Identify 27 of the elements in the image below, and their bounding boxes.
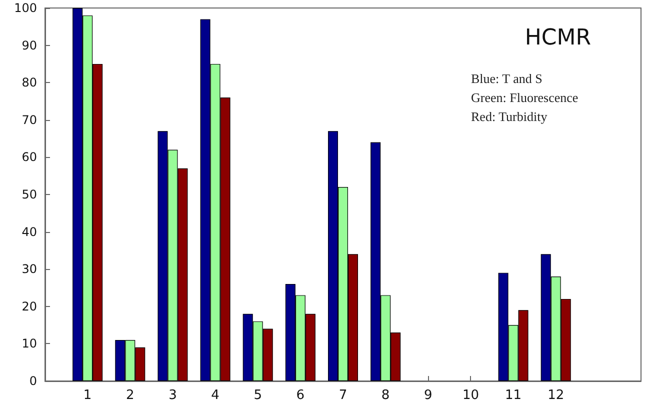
- x-tick-label: 2: [126, 388, 134, 402]
- x-tick-label: 5: [254, 388, 262, 402]
- y-tick-label: 30: [22, 262, 37, 276]
- x-tick-label: 6: [296, 388, 305, 402]
- y-tick-label: 60: [22, 150, 37, 164]
- text: HCMR: [524, 26, 591, 50]
- x-tick-label: 10: [462, 388, 479, 402]
- y-tick-label: 100: [14, 1, 37, 15]
- x-tick-label: 11: [505, 388, 522, 402]
- y-tick-label: 80: [22, 76, 37, 90]
- annotation: Green: Fluorescence: [471, 90, 578, 105]
- y-tick-label: 50: [22, 188, 37, 202]
- x-tick-label: 8: [381, 388, 390, 402]
- y-tick-label: 90: [22, 38, 37, 52]
- x-tick-label: 3: [168, 388, 177, 402]
- x-tick-label: 1: [83, 388, 92, 402]
- x-tick-label: 4: [211, 388, 220, 402]
- x-tick-label: 12: [548, 388, 564, 402]
- y-tick-label: 0: [29, 374, 37, 388]
- x-tick-label: 7: [338, 388, 348, 402]
- annotation: Red: Turbidity: [471, 109, 548, 124]
- y-tick-label: 70: [22, 112, 37, 127]
- y-tick-label: 20: [22, 299, 37, 314]
- annotation: Blue: T and S: [471, 71, 542, 86]
- x-tick-label: 9: [424, 388, 432, 402]
- y-tick-label: 40: [22, 224, 37, 239]
- y-tick-label: 10: [22, 336, 37, 351]
